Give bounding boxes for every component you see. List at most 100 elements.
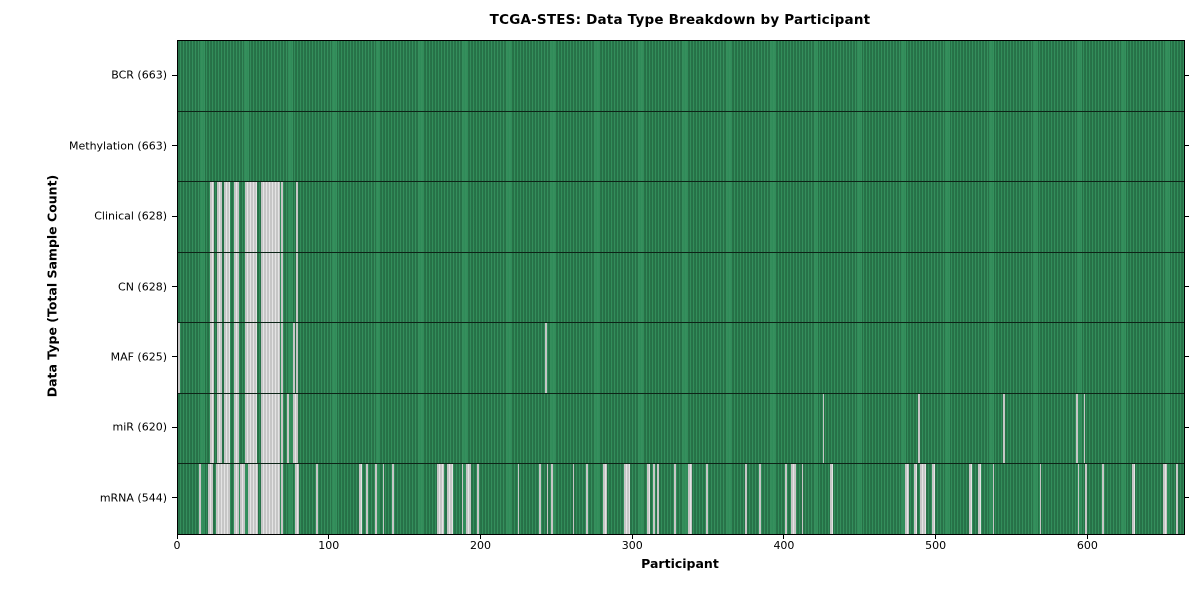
absent-stripe: [382, 464, 385, 535]
absent-stripe: [652, 464, 655, 535]
absent-stripe: [674, 464, 676, 535]
absent-stripe: [830, 464, 834, 535]
absent-stripe: [913, 464, 917, 535]
x-tick-label: 400: [773, 539, 795, 552]
absent-stripe: [240, 464, 245, 535]
y-tick-mark: [1184, 215, 1189, 217]
absent-stripe: [208, 464, 213, 535]
absent-stripe: [918, 393, 921, 464]
absent-stripe: [281, 182, 283, 252]
absent-stripe: [437, 464, 444, 535]
absent-stripe: [1102, 464, 1104, 535]
absent-stripe: [209, 323, 215, 393]
absent-stripe: [904, 464, 910, 535]
x-tick-mark: [479, 534, 481, 539]
absent-stripe: [261, 464, 280, 535]
absent-stripe: [375, 464, 377, 535]
x-tick-label: 300: [621, 539, 643, 552]
absent-stripe: [234, 464, 239, 535]
absent-stripe: [1003, 393, 1006, 464]
absent-stripe: [281, 252, 283, 323]
absent-stripe: [261, 393, 280, 464]
row-methylation: [178, 111, 1184, 183]
absent-stripe: [646, 464, 650, 535]
x-tick-label: 500: [925, 539, 947, 552]
absent-stripe: [244, 393, 257, 464]
absent-stripe: [784, 464, 787, 535]
absent-stripe: [215, 464, 230, 535]
plot-area: Present Absent: [177, 40, 1185, 535]
row-mir: [178, 393, 1184, 465]
absent-stripe: [287, 393, 289, 464]
absent-stripe: [1132, 464, 1136, 535]
y-axis-label: Data Type (Total Sample Count): [44, 174, 60, 398]
x-tick-mark: [935, 534, 937, 539]
absent-stripe: [366, 464, 368, 535]
absent-stripe: [217, 252, 222, 323]
y-tick-mark: [1184, 497, 1189, 499]
absent-stripe: [316, 464, 318, 535]
absent-stripe: [223, 182, 230, 252]
absent-stripe: [586, 464, 588, 535]
absent-stripe: [1083, 393, 1086, 464]
absent-stripe: [281, 464, 283, 535]
absent-stripe: [446, 464, 453, 535]
x-tick-mark: [1086, 534, 1088, 539]
absent-stripe: [358, 464, 362, 535]
absent-stripe: [1076, 393, 1078, 464]
absent-stripe: [199, 464, 201, 535]
absent-stripe: [545, 323, 547, 393]
absent-stripe: [247, 464, 259, 535]
absent-stripe: [624, 464, 631, 535]
absent-stripe: [759, 464, 761, 535]
x-axis-label: Participant: [641, 556, 719, 571]
absent-stripe: [687, 464, 693, 535]
x-tick-label: 600: [1076, 539, 1098, 552]
row-bcr: [178, 41, 1184, 112]
absent-stripe: [745, 464, 748, 535]
absent-stripe: [244, 252, 257, 323]
x-tick-label: 100: [318, 539, 340, 552]
y-tick-mark: [172, 356, 177, 358]
absent-stripe: [1176, 464, 1178, 535]
absent-stripe: [234, 323, 239, 393]
x-tick-label: 200: [469, 539, 491, 552]
y-tick-mark: [172, 145, 177, 147]
absent-stripe: [572, 464, 575, 535]
absent-stripe: [281, 323, 283, 393]
absent-stripe: [223, 393, 230, 464]
absent-stripe: [968, 464, 972, 535]
absent-stripe: [602, 464, 608, 535]
x-tick-mark: [783, 534, 785, 539]
y-tick-mark: [1184, 74, 1189, 76]
absent-stripe: [261, 252, 280, 323]
x-tick-mark: [631, 534, 633, 539]
absent-stripe: [977, 464, 981, 535]
absent-stripe: [209, 393, 215, 464]
row-mrna: [178, 464, 1184, 535]
x-tick-mark: [328, 534, 330, 539]
absent-stripe: [791, 464, 796, 535]
absent-stripe: [466, 464, 471, 535]
heatmap-rows: [178, 41, 1184, 535]
absent-stripe: [476, 464, 479, 535]
absent-stripe: [932, 464, 936, 535]
absent-stripe: [391, 464, 394, 535]
y-tick-mark: [172, 74, 177, 76]
absent-stripe: [294, 464, 300, 535]
absent-stripe: [234, 393, 239, 464]
y-tick-mark: [1184, 356, 1189, 358]
y-tick-label: MAF (625): [110, 350, 167, 364]
absent-stripe: [261, 182, 280, 252]
absent-stripe: [546, 464, 549, 535]
absent-stripe: [217, 393, 222, 464]
absent-stripe: [293, 323, 295, 393]
absent-stripe: [293, 393, 298, 464]
chart-title: TCGA-STES: Data Type Breakdown by Partic…: [489, 12, 871, 28]
y-tick-label: mRNA (544): [99, 491, 167, 505]
absent-stripe: [234, 252, 239, 323]
absent-stripe: [223, 323, 230, 393]
absent-stripe: [539, 464, 541, 535]
absent-stripe: [217, 182, 222, 252]
